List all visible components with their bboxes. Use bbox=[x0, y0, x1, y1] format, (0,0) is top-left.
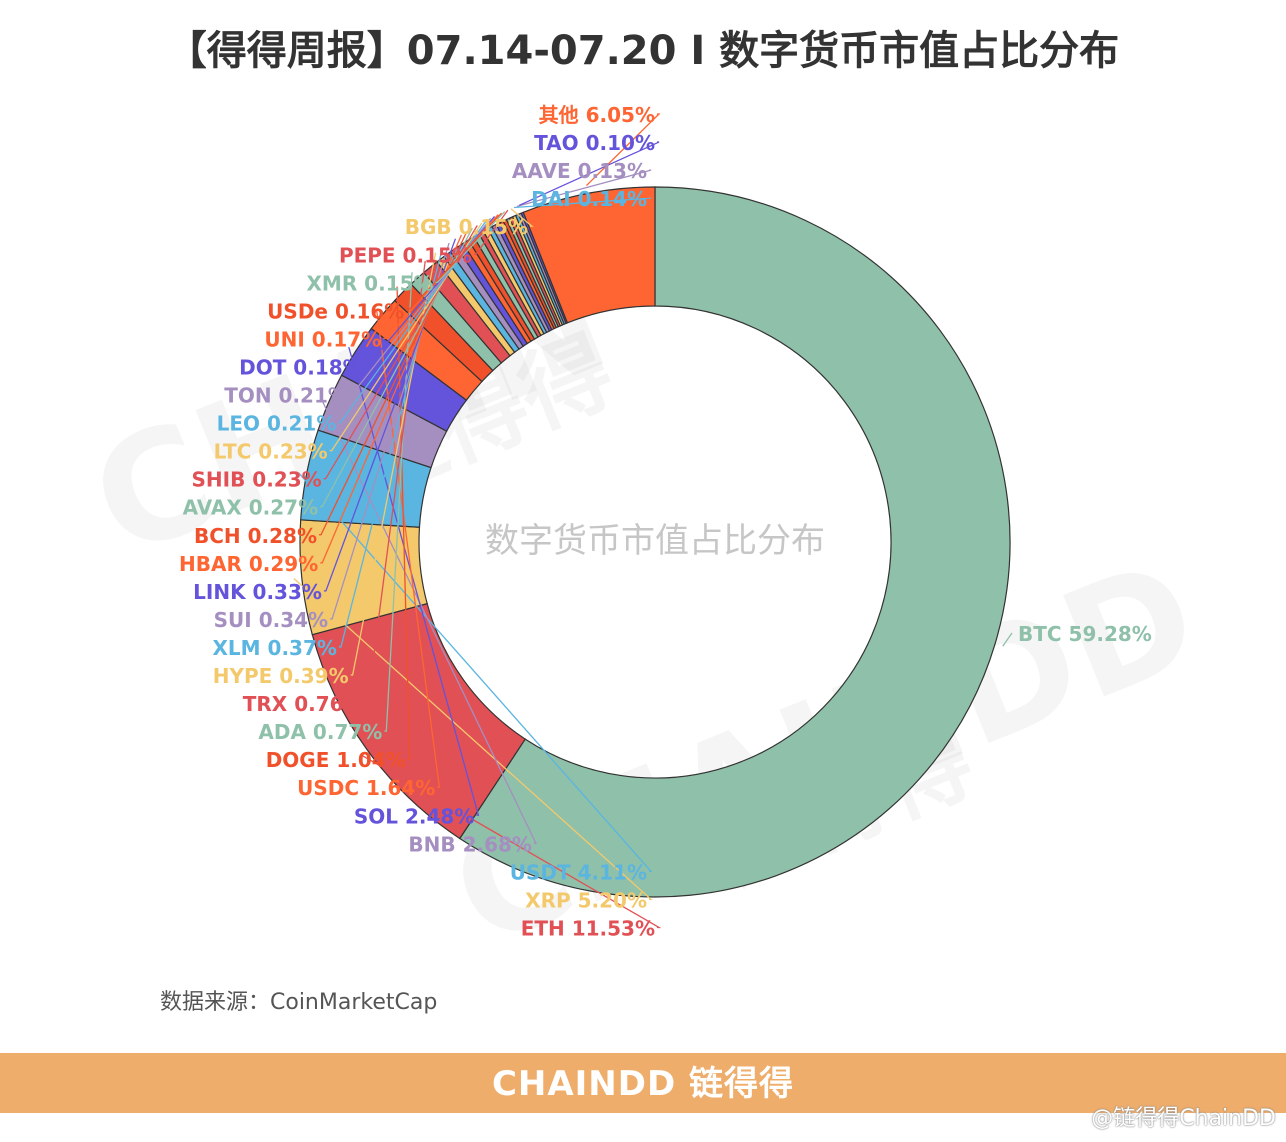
leader-line-sui bbox=[330, 242, 450, 620]
label-eth: ETH 11.53% bbox=[521, 916, 655, 940]
leader-line-bgb bbox=[510, 208, 534, 227]
center-label: 数字货币市值占比分布 bbox=[485, 521, 825, 561]
label-tao: TAO 0.10% bbox=[534, 131, 655, 155]
slice-其他 bbox=[522, 186, 656, 324]
leader-line-ton bbox=[349, 217, 492, 396]
leader-line-xmr bbox=[435, 211, 506, 283]
leader-line-eth bbox=[360, 754, 662, 929]
label-dot: DOT 0.18% bbox=[239, 355, 363, 379]
label-leo: LEO 0.21% bbox=[217, 412, 337, 436]
leader-lines-group bbox=[293, 113, 1013, 929]
label-bnb: BNB 2.68% bbox=[408, 832, 532, 856]
label-ton: TON 0.21% bbox=[224, 384, 348, 408]
label-usde: USDe 0.16% bbox=[267, 299, 404, 323]
leader-line-pepe bbox=[473, 209, 509, 255]
label-sui: SUI 0.34% bbox=[214, 608, 328, 632]
label-sol: SOL 2.48% bbox=[354, 804, 475, 828]
leader-line-ltc bbox=[329, 222, 483, 452]
credit-text: @链得得ChainDD bbox=[1091, 1106, 1276, 1131]
leader-line-shib bbox=[323, 225, 478, 480]
label-usdt: USDT 4.11% bbox=[510, 860, 647, 884]
leader-line-dai bbox=[513, 197, 652, 209]
leader-line-其他 bbox=[585, 113, 661, 186]
label-doge: DOGE 1.04% bbox=[266, 748, 406, 772]
label-bgb: BGB 0.15% bbox=[405, 215, 528, 239]
footer-logo: CHAINDD 链得得 bbox=[491, 1064, 795, 1104]
leader-line-xlm bbox=[338, 247, 444, 648]
leader-line-btc bbox=[1002, 632, 1013, 647]
footer-logo-bar: CHAINDD 链得得 bbox=[0, 1053, 1286, 1113]
label-xmr: XMR 0.15% bbox=[307, 271, 434, 295]
leader-line-tao bbox=[519, 141, 660, 206]
leader-line-link bbox=[323, 238, 457, 592]
label-ada: ADA 0.77% bbox=[258, 720, 382, 744]
label-avax: AVAX 0.27% bbox=[183, 496, 319, 520]
leader-line-usde bbox=[406, 212, 502, 312]
label-pepe: PEPE 0.15% bbox=[339, 243, 472, 267]
label-hbar: HBAR 0.29% bbox=[179, 552, 318, 576]
label-trx: TRX 0.76% bbox=[243, 692, 364, 716]
leader-line-avax bbox=[320, 228, 473, 508]
label-link: LINK 0.33% bbox=[193, 580, 322, 604]
label-bch: BCH 0.28% bbox=[194, 524, 317, 548]
label-hype: HYPE 0.39% bbox=[213, 664, 349, 688]
leader-line-leo bbox=[338, 220, 487, 424]
data-source: 数据来源：CoinMarketCap bbox=[160, 990, 438, 1015]
leader-line-sol bbox=[348, 346, 480, 816]
leader-line-usdc bbox=[375, 309, 441, 788]
label-aave: AAVE 0.13% bbox=[512, 159, 647, 183]
leader-line-aave bbox=[516, 169, 652, 207]
label-usdc: USDC 1.64% bbox=[297, 776, 435, 800]
leader-line-trx bbox=[365, 260, 426, 704]
leader-line-hype bbox=[350, 252, 437, 676]
leader-line-bnb bbox=[320, 398, 537, 844]
label-shib: SHIB 0.23% bbox=[191, 468, 321, 492]
leader-line-bch bbox=[319, 231, 468, 536]
label-dai: DAI 0.14% bbox=[531, 187, 647, 211]
label-btc: BTC 59.28% bbox=[1018, 622, 1152, 646]
label-其他: 其他 6.05% bbox=[539, 103, 655, 127]
leader-line-hbar bbox=[320, 234, 462, 564]
label-xlm: XLM 0.37% bbox=[213, 636, 337, 660]
labels-group: BTC 59.28% ETH 11.53% XRP 5.20% USDT 4.11% B… bbox=[179, 103, 1152, 940]
label-xrp: XRP 5.20% bbox=[525, 888, 647, 912]
label-uni: UNI 0.17% bbox=[264, 327, 381, 351]
slice-btc bbox=[458, 186, 1011, 898]
leader-line-xrp bbox=[293, 578, 653, 901]
label-ltc: LTC 0.23% bbox=[214, 440, 328, 464]
chart-title: 【得得周报】07.14-07.20 I 数字货币市值占比分布 bbox=[166, 28, 1120, 74]
